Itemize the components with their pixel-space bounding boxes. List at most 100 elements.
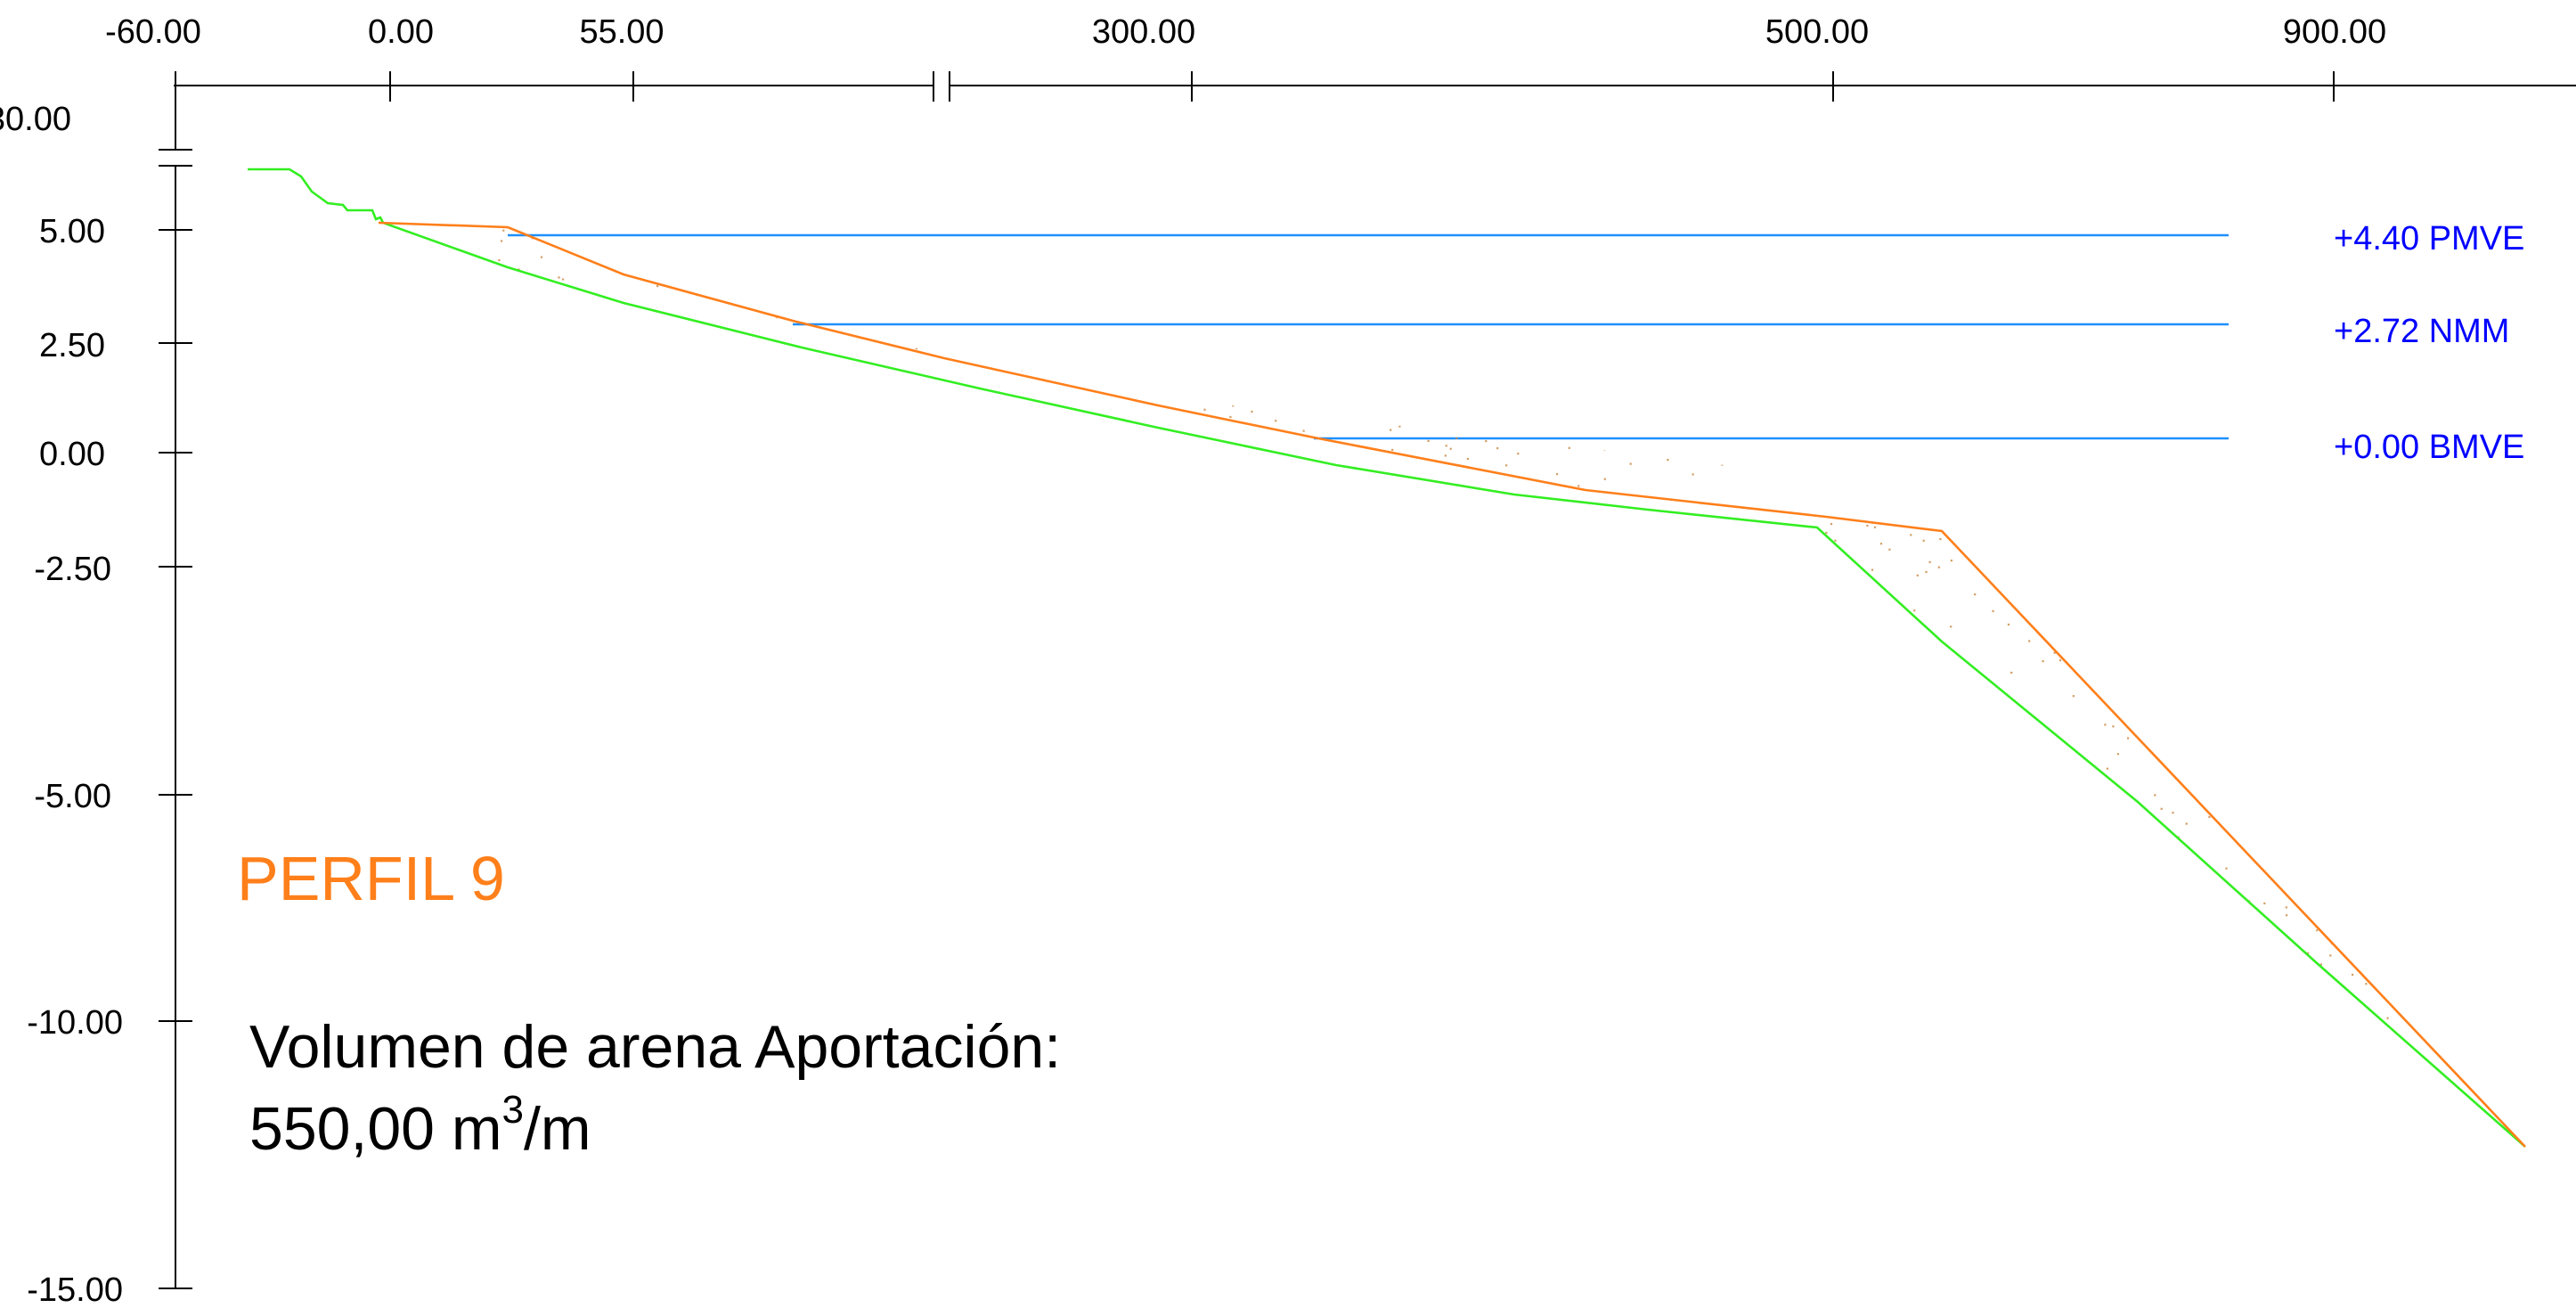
sand-dot — [403, 756, 405, 759]
sand-dot — [2113, 331, 2115, 333]
sand-dot — [2227, 288, 2230, 290]
sand-dot — [419, 792, 421, 795]
sand-dot — [1028, 877, 1031, 879]
sand-dot — [2464, 875, 2466, 878]
sand-dot — [768, 640, 770, 642]
sand-dot — [2248, 979, 2251, 982]
sand-dot — [2277, 1122, 2279, 1124]
sand-dot — [2056, 254, 2058, 257]
sand-dot — [1406, 668, 1409, 671]
sand-dot — [1250, 495, 1252, 499]
sand-dot — [1211, 620, 1214, 623]
sand-dot — [2067, 291, 2069, 294]
sand-dot — [689, 229, 691, 232]
sand-dot — [2292, 356, 2295, 359]
sand-dot — [1003, 655, 1007, 658]
sand-dot — [2213, 589, 2215, 592]
sand-dot — [2056, 940, 2058, 943]
sand-dot — [1712, 902, 1716, 904]
sand-dot — [1185, 972, 1188, 976]
sand-dot — [2077, 1009, 2080, 1011]
sand-dot — [2288, 398, 2291, 401]
sand-dot — [446, 217, 448, 218]
sand-dot — [2523, 707, 2525, 710]
sand-dot — [2466, 997, 2469, 1000]
sand-dot — [2159, 1126, 2162, 1129]
sand-dot — [1847, 314, 1850, 316]
sand-dot — [1516, 1010, 1520, 1012]
sand-dot — [635, 1105, 638, 1108]
sand-dot — [972, 331, 974, 333]
sand-dot — [827, 714, 829, 717]
sand-dot — [1946, 1112, 1949, 1115]
sand-dot — [1503, 563, 1505, 566]
sand-dot — [1825, 965, 1828, 968]
sand-dot — [1993, 1094, 1995, 1097]
sand-dot — [1419, 609, 1423, 611]
sand-dot — [1657, 673, 1659, 675]
sand-dot — [922, 713, 925, 715]
sand-dot — [880, 973, 883, 977]
sand-dot — [1427, 417, 1430, 421]
sand-dot — [916, 743, 918, 746]
sand-dot — [1092, 1028, 1095, 1031]
sand-dot — [901, 927, 903, 929]
sand-dot — [1831, 632, 1834, 634]
sand-dot — [937, 405, 940, 408]
sand-dot — [2236, 505, 2238, 508]
sand-dot — [792, 1124, 795, 1127]
sand-dot — [1310, 1085, 1313, 1088]
sand-dot — [1037, 219, 1039, 221]
sand-dot — [1295, 1116, 1298, 1119]
sand-dot — [2483, 938, 2486, 941]
sand-dot — [498, 258, 501, 262]
sand-dot — [2302, 251, 2304, 254]
sand-dot — [1455, 437, 1458, 439]
sand-dot — [962, 1114, 965, 1117]
sand-dot — [2096, 468, 2099, 470]
sand-dot — [2418, 824, 2421, 827]
sand-dot — [1278, 266, 1281, 269]
sand-dot — [2519, 679, 2523, 682]
sand-dot — [1031, 798, 1033, 802]
sand-dot — [1742, 881, 1745, 884]
sand-dot — [1781, 699, 1785, 702]
sand-dot — [2344, 625, 2347, 629]
sand-dot — [1605, 405, 1608, 408]
sand-dot — [2089, 239, 2091, 241]
sand-dot — [815, 1121, 818, 1124]
sand-dot — [2311, 337, 2313, 339]
sand-dot — [1597, 329, 1600, 331]
sand-dot — [1768, 861, 1771, 863]
sand-dot — [2235, 555, 2238, 558]
sand-dot — [1304, 443, 1307, 446]
sand-dot — [1509, 797, 1512, 799]
sand-dot — [847, 566, 850, 568]
sand-dot — [2435, 1100, 2439, 1104]
sand-dot — [2150, 281, 2153, 283]
sand-dot — [1312, 944, 1315, 947]
sand-dot — [843, 258, 845, 261]
sand-dot — [2001, 528, 2004, 531]
sand-dot — [697, 434, 700, 437]
sand-dot — [2022, 331, 2025, 334]
sand-dot — [1048, 575, 1050, 577]
sand-dot — [2281, 1026, 2284, 1028]
sand-dot — [2048, 496, 2050, 499]
sand-dot — [866, 451, 868, 454]
sand-dot — [831, 987, 834, 990]
sand-dot — [1810, 221, 1812, 223]
sand-dot — [1863, 1123, 1865, 1125]
sand-dot — [681, 997, 684, 1000]
sand-dot — [2461, 504, 2464, 507]
sand-dot — [1942, 341, 1944, 344]
sand-dot — [2441, 497, 2444, 500]
sand-dot — [1769, 988, 1773, 991]
sand-dot — [1979, 683, 1982, 687]
sand-dot — [428, 508, 431, 511]
sand-dot — [1821, 612, 1823, 615]
sand-dot — [2406, 491, 2409, 494]
sand-dot — [624, 509, 626, 512]
sand-dot — [823, 634, 826, 636]
sand-dot — [1843, 283, 1846, 287]
